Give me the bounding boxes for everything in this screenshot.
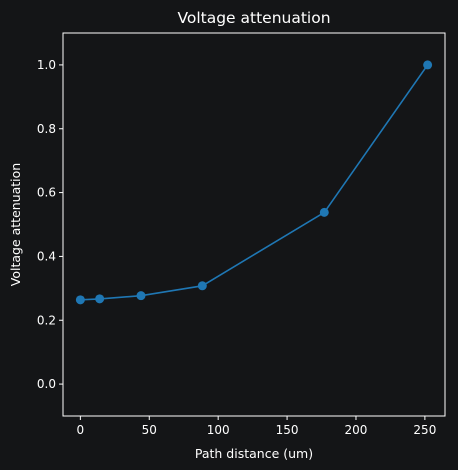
y-tick-label: 0.4 — [37, 249, 56, 263]
x-tick-label: 150 — [276, 423, 299, 437]
data-point — [319, 207, 329, 217]
x-tick-label: 0 — [77, 423, 85, 437]
plot-frame — [62, 32, 446, 417]
x-tick-label: 50 — [142, 423, 157, 437]
data-point — [423, 60, 433, 70]
series-line — [80, 64, 429, 301]
x-tick-label: 100 — [207, 423, 230, 437]
y-tick-label: 0.8 — [37, 122, 56, 136]
data-point — [75, 295, 85, 305]
data-point — [197, 281, 207, 291]
y-tick-label: 0.2 — [37, 313, 56, 327]
x-axis-label: Path distance (um) — [195, 446, 313, 461]
y-axis-ticks: 0.0 0.2 0.4 0.6 0.8 1.0 — [37, 58, 63, 391]
y-tick-label: 0.0 — [37, 377, 56, 391]
x-tick-label: 200 — [345, 423, 368, 437]
y-tick-label: 0.6 — [37, 186, 56, 200]
chart-title: Voltage attenuation — [177, 9, 330, 27]
x-axis-ticks: 0 50 100 150 200 250 — [77, 416, 436, 437]
y-axis-label: Voltage attenuation — [8, 163, 23, 286]
y-tick-label: 1.0 — [37, 58, 56, 72]
data-point — [136, 291, 146, 301]
x-tick-label: 250 — [413, 423, 436, 437]
series-layer — [75, 60, 433, 305]
data-point — [95, 294, 105, 304]
